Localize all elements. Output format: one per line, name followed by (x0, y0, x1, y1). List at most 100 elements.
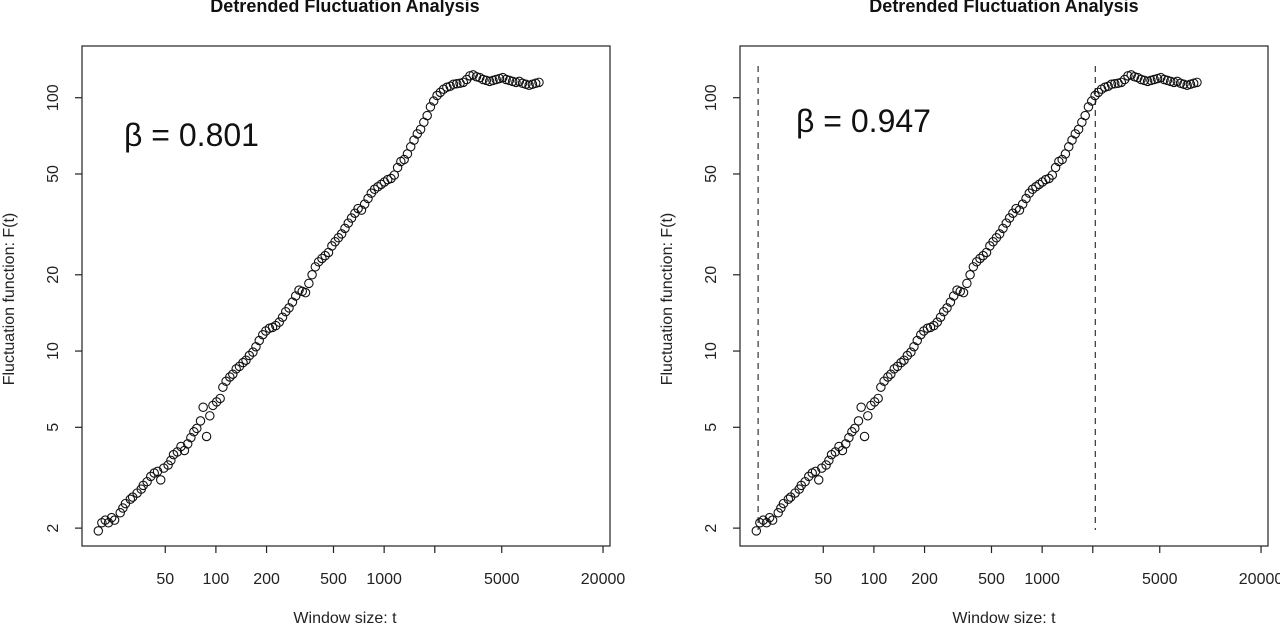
data-point (948, 291, 959, 301)
data-point (873, 393, 883, 404)
data-point (1004, 213, 1015, 223)
data-point (313, 257, 324, 267)
data-point (1090, 90, 1100, 101)
data-point (363, 193, 373, 204)
x-tick-label: 20000 (1239, 571, 1280, 588)
y-tick-label: 5 (703, 423, 720, 432)
data-point (971, 257, 982, 267)
data-point (359, 199, 370, 209)
data-point (386, 173, 396, 184)
data-point (317, 253, 327, 264)
data-point (211, 397, 222, 407)
data-point (1083, 102, 1094, 112)
data-point (751, 526, 762, 536)
beta-annotation: β = 0.947 (796, 103, 931, 139)
data-point (1080, 110, 1090, 121)
data-point (889, 364, 899, 374)
data-point (103, 518, 114, 528)
y-tick-label: 100 (703, 84, 720, 111)
data-point (356, 205, 367, 215)
y-axis-label: Fluctuation function: F(t) (1, 212, 18, 386)
data-point (287, 297, 298, 307)
data-point (109, 515, 120, 525)
data-point (863, 411, 873, 421)
data-point (115, 507, 125, 518)
y-tick-label: 2 (45, 524, 62, 533)
data-point (764, 512, 775, 523)
data-point (1001, 218, 1012, 228)
data-point (813, 475, 824, 485)
x-tick-label: 500 (978, 571, 1005, 588)
data-point (340, 223, 350, 234)
data-point (821, 460, 831, 470)
data-point (205, 411, 215, 421)
data-point (93, 526, 104, 536)
data-point (225, 372, 235, 382)
data-point (284, 303, 294, 313)
data-point (1093, 87, 1104, 98)
data-point (1021, 193, 1031, 204)
x-tick-label: 200 (253, 571, 280, 588)
x-tick-label: 50 (156, 571, 174, 588)
data-point (192, 423, 202, 434)
y-tick-label: 50 (45, 165, 62, 183)
data-point (965, 270, 975, 280)
x-axis-label: Window size: t (293, 610, 397, 627)
data-point (932, 317, 943, 327)
plot-frame (739, 45, 1269, 547)
data-point (146, 471, 156, 482)
x-tick-label: 5000 (1142, 571, 1178, 588)
data-point (776, 503, 786, 513)
data-point (300, 287, 311, 298)
data-point (155, 475, 166, 485)
data-point (369, 184, 380, 195)
x-tick-label: 100 (203, 571, 230, 588)
data-point (238, 357, 248, 368)
data-point (824, 455, 834, 466)
chart-title: Detrended Fluctuation Analysis (869, 0, 1139, 16)
y-tick-label: 100 (45, 84, 62, 111)
x-tick-label: 50 (814, 571, 832, 588)
data-point (373, 182, 383, 192)
data-point (978, 250, 988, 261)
y-tick-label: 2 (703, 524, 720, 533)
data-point (189, 427, 199, 437)
data-point (958, 287, 969, 298)
data-point (241, 355, 251, 365)
data-point (534, 77, 544, 88)
data-point (231, 364, 241, 374)
data-point (271, 320, 281, 331)
data-point (320, 250, 330, 261)
data-point (859, 431, 870, 442)
x-tick-label: 5000 (484, 571, 520, 588)
beta-annotation: β = 0.801 (124, 117, 259, 153)
chart-title: Detrended Fluctuation Analysis (210, 0, 480, 16)
data-point (152, 466, 163, 477)
data-point (290, 291, 301, 301)
data-point (310, 262, 321, 272)
data-point (100, 515, 111, 525)
data-point (392, 162, 403, 173)
y-tick-label: 50 (703, 165, 720, 183)
data-point (998, 223, 1008, 234)
data-point (1034, 179, 1044, 190)
data-point (1014, 205, 1025, 215)
data-point (198, 402, 208, 412)
dfa-chart-left: 50 100 200 500 1000 5000 20000 2 5 10 20 50 100 Detr… (1, 0, 625, 627)
data-point (975, 253, 985, 264)
data-point (1086, 96, 1097, 106)
data-point (1027, 184, 1038, 195)
data-point (376, 179, 386, 190)
data-point (215, 393, 225, 404)
y-tick-label: 20 (45, 266, 62, 284)
data-point (304, 278, 314, 289)
data-point (97, 518, 107, 528)
data-point (1017, 199, 1028, 209)
data-point (783, 494, 794, 505)
data-point (886, 369, 896, 379)
data-point (844, 432, 854, 443)
data-point (186, 432, 196, 443)
data-point (125, 494, 136, 505)
data-point (399, 154, 409, 165)
data-point (767, 515, 778, 525)
